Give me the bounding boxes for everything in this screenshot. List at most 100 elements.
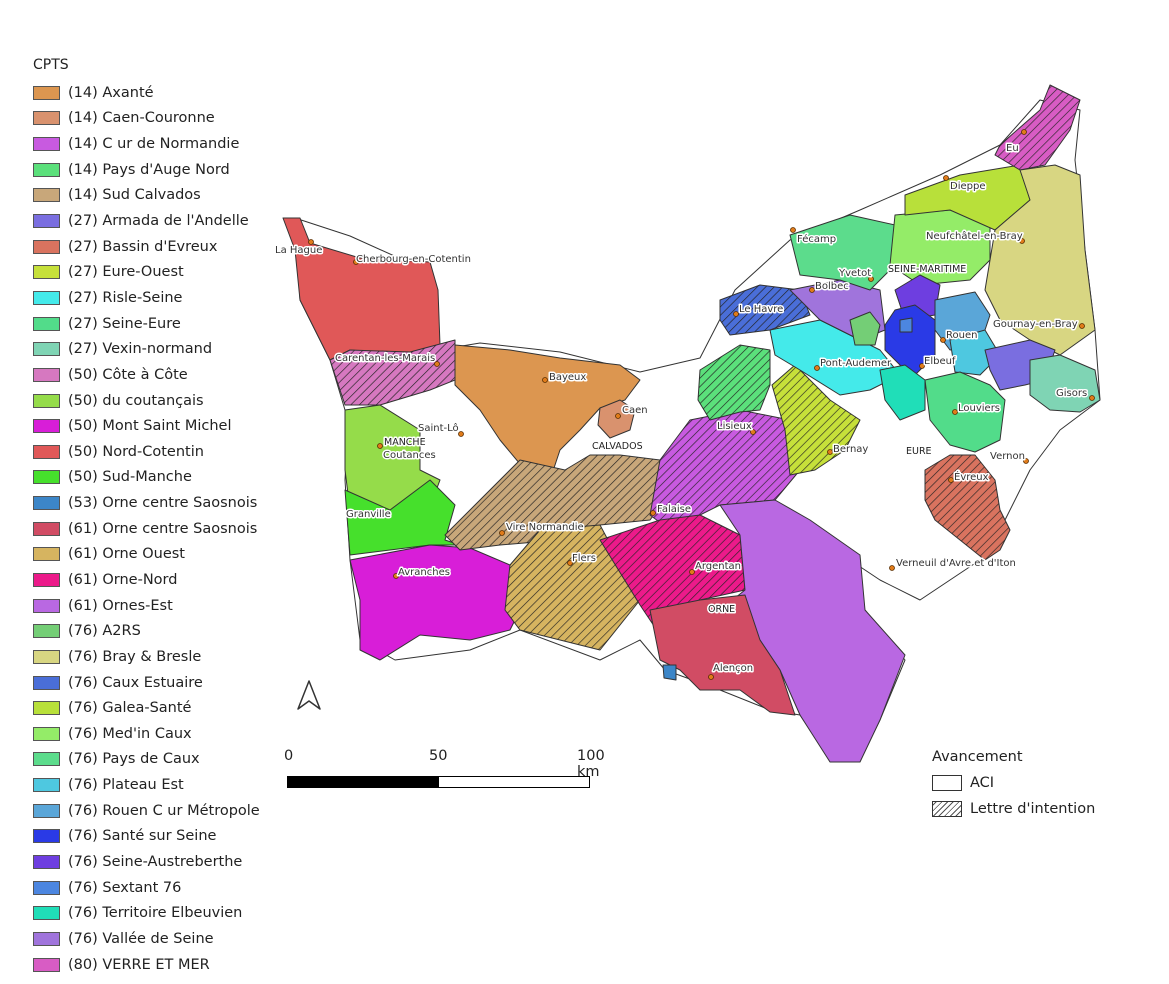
city-marker-caen: Caen: [615, 404, 649, 419]
region-orne-centre-53: [662, 664, 677, 681]
legend-item: (61) Orne-Nord: [33, 567, 260, 593]
legend-swatch: [33, 85, 60, 100]
city-marker-neufchatel: Neufchâtel-en-Bray: [925, 229, 1025, 244]
legend-label: (27) Bassin d'Evreux: [68, 238, 218, 255]
city-label: Bernay: [833, 444, 868, 455]
region-sud-manche: [344, 479, 461, 556]
city-label: Saint-Lô: [418, 422, 459, 434]
region-sextant: [899, 317, 913, 333]
city-marker-flers: Flers: [567, 552, 598, 566]
aci-label: ACI: [970, 775, 995, 791]
legend-swatch: [33, 265, 60, 280]
city-marker-carentan: Carentan-les-Marais: [334, 352, 440, 367]
legend-label: (76) Caux Estuaire: [68, 674, 203, 691]
legend-swatch: [33, 470, 60, 485]
city-label: Dieppe: [950, 181, 985, 192]
legend-item: (61) Orne Ouest: [33, 542, 260, 568]
hatch-caux-estuaire: [720, 285, 810, 335]
city-label: Vernon: [990, 451, 1025, 462]
city-marker-granville: Granville: [345, 508, 393, 522]
city-label: Avranches: [398, 567, 450, 578]
legend-swatch: [33, 316, 60, 331]
city-marker-rouen: Rouen: [940, 329, 979, 343]
city-label: Carentan-les-Marais: [335, 353, 435, 364]
letter-swatch: [932, 801, 962, 817]
legend-label: (53) Orne centre Saosnois: [68, 495, 258, 512]
legend-label: (76) Santé sur Seine: [68, 828, 217, 845]
status-legend: Avancement ACI Lettre d'intention: [932, 744, 1095, 822]
dept-label-seine-maritime: SEINE-MARITIME: [888, 264, 966, 275]
city-marker-argentan: Argentan: [689, 560, 743, 575]
legend-label: (76) Plateau Est: [68, 777, 184, 794]
legend-swatch: [33, 829, 60, 844]
city-marker-alencon: Alençon: [708, 662, 755, 680]
city-marker-gournay: Gournay-en-Bray: [992, 318, 1085, 332]
city-label: Lisieux: [717, 421, 752, 432]
legend-item: (53) Orne centre Saosnois: [33, 490, 260, 516]
region-pays-de-caux: [789, 214, 896, 291]
city-label: Alençon: [713, 663, 753, 674]
legend-label: (14) Caen-Couronne: [68, 110, 215, 127]
legend-swatch: [33, 880, 60, 895]
legend-item: (14) Axanté: [33, 80, 260, 106]
legend-swatch: [33, 393, 60, 408]
city-label: Yvetot: [838, 268, 871, 279]
legend-item: (50) Côte à Côte: [33, 362, 260, 388]
city-label: Eu: [1006, 143, 1019, 154]
legend-label: (14) Sud Calvados: [68, 187, 201, 204]
north-arrow-icon: [297, 680, 321, 710]
region-caen: [597, 399, 636, 439]
city-label: Granville: [346, 509, 391, 520]
legend-swatch: [33, 239, 60, 254]
legend-item: (76) Galea-Santé: [33, 695, 260, 721]
legend-item: (76) Pays de Caux: [33, 747, 260, 773]
scale-bar-graphic: [287, 776, 590, 788]
legend-item: (14) Caen-Couronne: [33, 106, 260, 132]
city-label: Le Havre: [739, 304, 783, 315]
legend-swatch: [33, 137, 60, 152]
city-label: Fécamp: [797, 233, 836, 245]
legend-label: (76) Galea-Santé: [68, 700, 192, 717]
legend-item: (76) Caux Estuaire: [33, 670, 260, 696]
legend-label: (61) Orne centre Saosnois: [68, 520, 258, 537]
city-marker-coutances: Coutances: [377, 443, 437, 463]
legend-swatch: [33, 701, 60, 716]
city-marker-cherbourg: Cherbourg-en-Cotentin: [353, 253, 472, 267]
cpts-legend: (14) Axanté (14) Caen-Couronne (14) C ur d…: [33, 80, 260, 977]
status-legend-title: Avancement: [932, 749, 1023, 765]
legend-label: (76) Med'in Caux: [68, 725, 192, 742]
legend-item: (76) Sextant 76: [33, 875, 260, 901]
legend-swatch: [33, 572, 60, 587]
legend-swatch: [33, 162, 60, 177]
legend-item: (61) Ornes-Est: [33, 593, 260, 619]
legend-label: (50) Nord-Cotentin: [68, 443, 204, 460]
legend-label: (27) Seine-Eure: [68, 315, 181, 332]
dept-label-eure: EURE: [906, 446, 932, 457]
legend-label: (27) Vexin-normand: [68, 341, 213, 358]
scale-tick-0: 0: [284, 748, 294, 764]
legend-swatch: [33, 598, 60, 613]
dept-label-orne: ORNE: [708, 604, 735, 615]
city-label: Vire Normandie: [506, 522, 584, 533]
region-seine-eure: [924, 371, 1006, 453]
city-label: Bolbec: [815, 281, 849, 292]
legend-label: (76) Bray & Bresle: [68, 648, 202, 665]
legend-item: (76) A2RS: [33, 618, 260, 644]
legend-item: (61) Orne centre Saosnois: [33, 516, 260, 542]
legend-item: (27) Armada de l'Andelle: [33, 208, 260, 234]
city-label: Flers: [572, 553, 596, 564]
hatch-cote-a-cote: [330, 340, 455, 405]
city-label: Argentan: [695, 561, 741, 572]
legend-item: (76) Santé sur Seine: [33, 824, 260, 850]
legend-swatch: [33, 521, 60, 536]
city-label: Falaise: [657, 504, 691, 515]
legend-swatch: [33, 649, 60, 664]
city-label: Pont-Audemer: [820, 358, 892, 369]
legend-item: (76) Bray & Bresle: [33, 644, 260, 670]
city-label: La Hague: [275, 245, 322, 256]
legend-item: (27) Eure-Ouest: [33, 259, 260, 285]
city-marker-lisieux: Lisieux: [716, 420, 756, 435]
city-label: Verneuil d'Avre et d'Iton: [896, 558, 1016, 569]
legend-swatch: [33, 778, 60, 793]
legend-label: (80) VERRE ET MER: [68, 956, 210, 973]
